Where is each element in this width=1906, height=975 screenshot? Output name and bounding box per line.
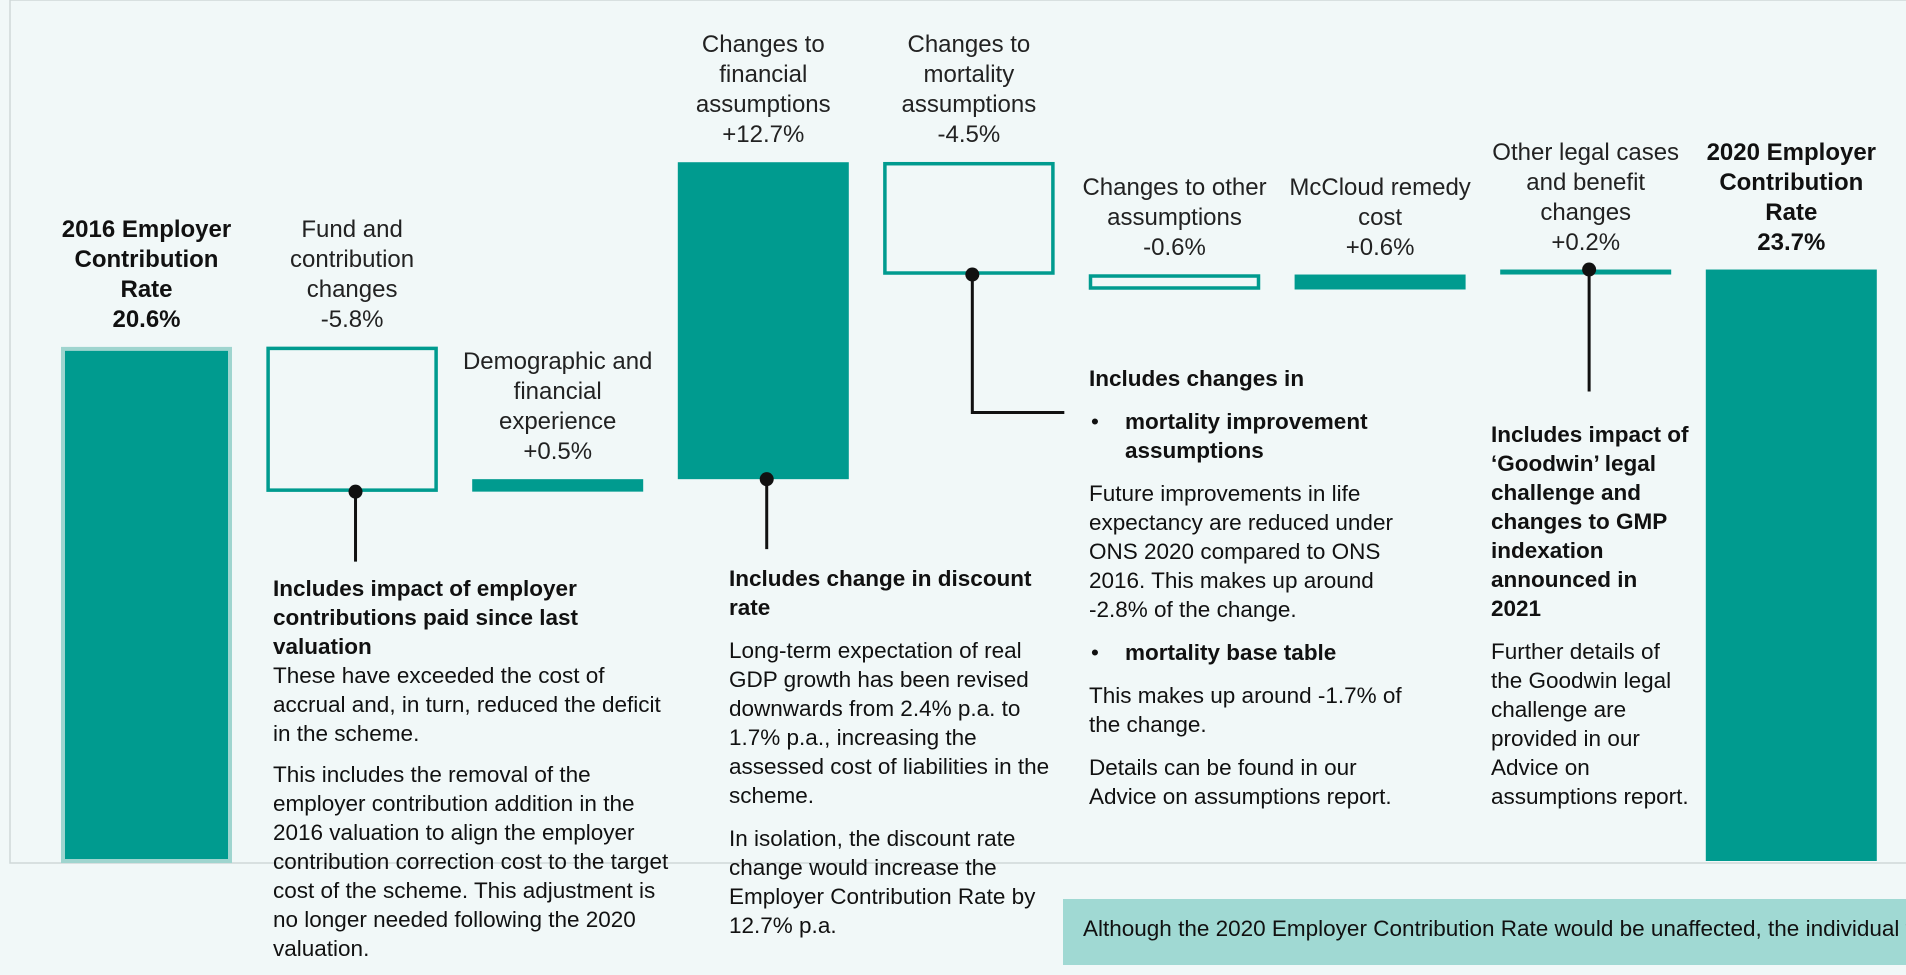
category-label: Changes to other assumptions bbox=[1082, 173, 1267, 231]
value-label: -5.8% bbox=[320, 305, 384, 333]
category-label: Demographic and financial experience bbox=[462, 348, 653, 436]
annotation-title: Includes impact of employer contribution… bbox=[273, 576, 579, 659]
bar-label: 2016 Employer Contribution Rate 20.6% bbox=[47, 215, 247, 335]
annotation: Includes impact of ‘Goodwin’ legal chall… bbox=[1491, 420, 1691, 825]
category-label: 2016 Employer Contribution Rate bbox=[61, 215, 232, 303]
annotation: Includes changes in mortality improvement… bbox=[1089, 364, 1419, 825]
annotation-text: Long-term expectation of real GDP growth… bbox=[729, 638, 1050, 808]
value-label: 23.7% bbox=[1757, 228, 1826, 256]
category-label: Other legal cases and benefit changes bbox=[1492, 138, 1680, 226]
leader-dot bbox=[759, 472, 774, 487]
bar-label: McCloud remedy cost +0.6% bbox=[1280, 173, 1480, 263]
annotation-title: Includes impact of ‘Goodwin’ legal chall… bbox=[1491, 422, 1689, 621]
bar-label: Changes to other assumptions -0.6% bbox=[1075, 173, 1275, 263]
category-label: 2020 Employer Contribution Rate bbox=[1706, 138, 1877, 226]
category-label: Changes to mortality assumptions bbox=[901, 31, 1037, 119]
annotation-title: Includes change in discount rate bbox=[729, 566, 1032, 620]
annotation-text: In isolation, the discount rate change w… bbox=[729, 826, 1036, 938]
note: Although the 2020 Employer Contribution … bbox=[1063, 899, 1906, 965]
annotation-text: This includes the removal of the employe… bbox=[273, 762, 669, 961]
leader-dot bbox=[348, 484, 363, 499]
value-label: -0.6% bbox=[1143, 233, 1206, 261]
leader-dot bbox=[965, 267, 980, 282]
value-label: +0.2% bbox=[1551, 228, 1621, 256]
bullet-heading: mortality base table bbox=[1089, 638, 1419, 667]
bar bbox=[1705, 269, 1877, 862]
bar bbox=[1088, 274, 1261, 290]
bar-label: Changes to mortality assumptions -4.5% bbox=[869, 30, 1069, 150]
bar-label: Other legal cases and benefit changes +0.… bbox=[1486, 138, 1686, 258]
annotation: Includes impact of employer contribution… bbox=[273, 574, 673, 975]
annotation-text: Future improvements in life expectancy a… bbox=[1089, 481, 1393, 622]
value-label: 20.6% bbox=[112, 305, 181, 333]
annotation: Includes change in discount rate Long-ter… bbox=[729, 564, 1059, 954]
value-label: +0.6% bbox=[1345, 233, 1415, 261]
value-label: +12.7% bbox=[722, 121, 805, 149]
bar-label: Fund and contribution changes -5.8% bbox=[252, 215, 452, 335]
bar bbox=[677, 162, 849, 480]
bar-label: Demographic and financial experience +0.5… bbox=[458, 347, 658, 467]
category-label: Fund and contribution changes bbox=[290, 215, 415, 303]
bar bbox=[1294, 274, 1466, 290]
annotation-text: Details can be found in our Advice on as… bbox=[1089, 755, 1392, 809]
value-label: +0.5% bbox=[523, 438, 593, 466]
bar bbox=[472, 479, 644, 492]
annotation-title: Includes changes in bbox=[1089, 366, 1305, 391]
annotation-text: Further details of the Goodwin legal cha… bbox=[1491, 639, 1689, 809]
annotation-text: This makes up around -1.7% of the change… bbox=[1089, 683, 1402, 737]
leader-dot bbox=[1582, 262, 1597, 277]
bullet-heading: mortality improvement assumptions bbox=[1089, 407, 1419, 465]
bar-label: 2020 Employer Contribution Rate 23.7% bbox=[1691, 138, 1891, 258]
bar-label: Changes to financial assumptions +12.7% bbox=[663, 30, 863, 150]
value-label: -4.5% bbox=[937, 121, 1001, 149]
chart-frame bbox=[9, 0, 1906, 864]
category-label: McCloud remedy cost bbox=[1289, 173, 1471, 231]
bar bbox=[883, 161, 1055, 275]
category-label: Changes to financial assumptions bbox=[695, 31, 831, 119]
bar bbox=[61, 346, 232, 864]
annotation-text: These have exceeded the cost of accrual … bbox=[273, 663, 661, 746]
bar bbox=[266, 346, 438, 492]
leader-line bbox=[970, 274, 1065, 415]
